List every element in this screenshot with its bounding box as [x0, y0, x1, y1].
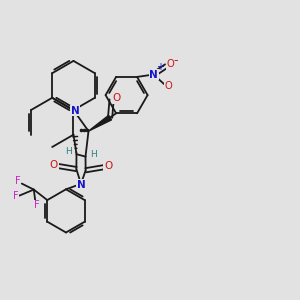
Text: N: N	[149, 70, 158, 80]
Text: O: O	[104, 161, 112, 171]
Text: F: F	[15, 176, 21, 186]
Text: O: O	[50, 160, 58, 170]
Text: N: N	[71, 106, 80, 116]
Text: F: F	[34, 200, 40, 210]
Polygon shape	[88, 115, 112, 131]
Text: H: H	[91, 150, 97, 159]
Text: -: -	[173, 54, 177, 67]
Text: O: O	[164, 81, 172, 91]
Text: N: N	[76, 179, 85, 190]
Text: F: F	[13, 190, 18, 201]
Text: O: O	[112, 93, 121, 103]
Text: +: +	[156, 62, 164, 72]
Text: H: H	[65, 147, 71, 156]
Text: O: O	[167, 59, 174, 69]
